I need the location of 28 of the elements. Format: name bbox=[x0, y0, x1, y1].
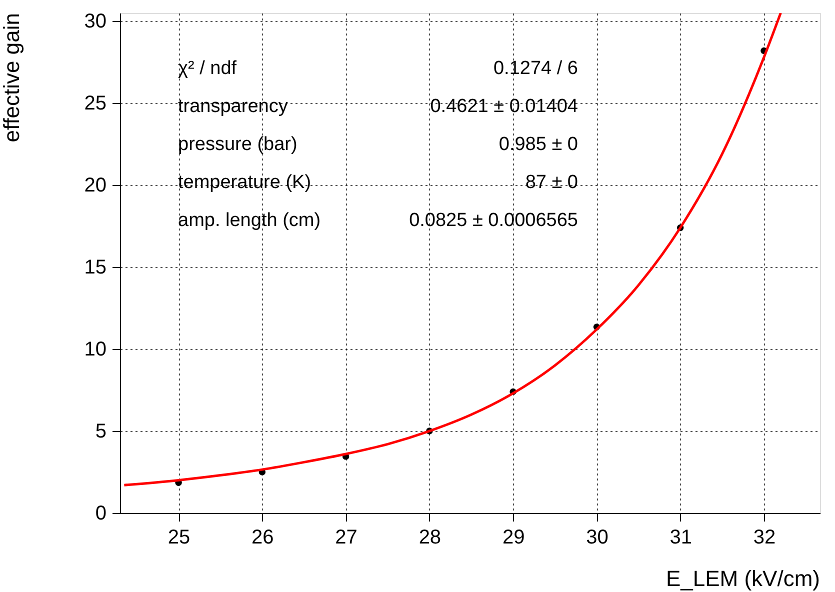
line-series bbox=[122, 13, 782, 486]
y-tick-label: 10 bbox=[84, 338, 106, 361]
annotation: pressure (bar) bbox=[178, 134, 298, 155]
annotation: 0.1274 / 6 bbox=[493, 58, 578, 79]
annotation: amp. length (cm) bbox=[178, 210, 321, 231]
y-tick-label: 25 bbox=[84, 92, 106, 115]
x-tick-label: 28 bbox=[418, 526, 442, 548]
x-tick-label: 25 bbox=[168, 526, 190, 548]
x-axis-title: E_LEM (kV/cm) bbox=[666, 566, 820, 591]
annotation: 0.4621 ± 0.01404 bbox=[430, 96, 578, 117]
x-tick-label: 32 bbox=[753, 526, 776, 548]
y-axis-title: effective gain bbox=[0, 13, 24, 142]
x-tick-label: 30 bbox=[586, 526, 608, 548]
annotation: χ² / ndf bbox=[178, 58, 238, 79]
x-tick-label: 31 bbox=[670, 526, 692, 548]
annotation: temperature (K) bbox=[178, 172, 312, 193]
annotation: 0.0825 ± 0.0006565 bbox=[409, 210, 578, 231]
x-tick-label: 27 bbox=[335, 526, 358, 548]
y-tick-label: 20 bbox=[84, 174, 106, 197]
x-tick-label: 29 bbox=[502, 526, 525, 548]
x-tick-label: 26 bbox=[252, 526, 274, 548]
annotation: 87 ± 0 bbox=[525, 172, 578, 193]
annotation: transparency bbox=[178, 96, 288, 117]
y-tick-label: 0 bbox=[95, 502, 106, 524]
y-tick-label: 15 bbox=[84, 256, 106, 279]
annotation: 0.985 ± 0 bbox=[498, 134, 578, 155]
y-tick-label: 30 bbox=[84, 10, 106, 33]
y-tick-label: 5 bbox=[95, 420, 106, 443]
